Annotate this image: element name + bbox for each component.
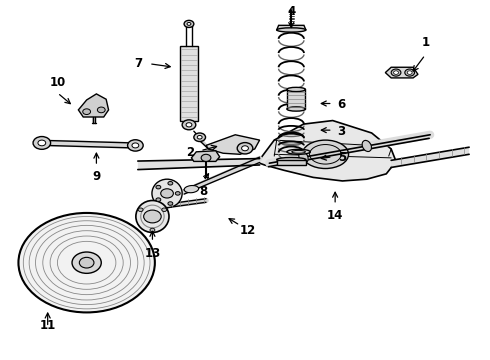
Circle shape bbox=[393, 71, 398, 75]
Polygon shape bbox=[391, 147, 469, 167]
Circle shape bbox=[407, 71, 412, 75]
Circle shape bbox=[194, 133, 205, 141]
Text: 11: 11 bbox=[40, 319, 56, 332]
Ellipse shape bbox=[362, 140, 371, 152]
Circle shape bbox=[161, 189, 173, 198]
Ellipse shape bbox=[287, 149, 310, 154]
Text: 8: 8 bbox=[199, 185, 208, 198]
Text: 7: 7 bbox=[135, 57, 143, 70]
Text: 4: 4 bbox=[287, 5, 295, 18]
Polygon shape bbox=[180, 46, 198, 121]
Circle shape bbox=[33, 136, 50, 149]
Text: 9: 9 bbox=[92, 170, 100, 183]
Polygon shape bbox=[192, 151, 220, 161]
Circle shape bbox=[19, 213, 155, 312]
Circle shape bbox=[242, 146, 248, 151]
Polygon shape bbox=[78, 94, 109, 117]
Circle shape bbox=[38, 140, 46, 146]
Text: 3: 3 bbox=[338, 125, 346, 138]
Ellipse shape bbox=[184, 185, 198, 193]
Ellipse shape bbox=[136, 201, 169, 233]
Circle shape bbox=[83, 109, 91, 114]
Ellipse shape bbox=[287, 87, 305, 91]
Circle shape bbox=[98, 107, 105, 113]
Circle shape bbox=[237, 143, 253, 154]
Circle shape bbox=[144, 210, 161, 223]
Circle shape bbox=[168, 181, 173, 185]
Polygon shape bbox=[277, 25, 306, 30]
Polygon shape bbox=[277, 159, 306, 165]
Polygon shape bbox=[255, 121, 396, 181]
Circle shape bbox=[132, 143, 139, 148]
Circle shape bbox=[405, 69, 415, 76]
Text: 12: 12 bbox=[240, 224, 256, 237]
Polygon shape bbox=[206, 135, 260, 154]
Circle shape bbox=[186, 123, 192, 127]
Circle shape bbox=[187, 22, 191, 25]
Circle shape bbox=[72, 252, 101, 273]
Circle shape bbox=[156, 198, 161, 202]
Polygon shape bbox=[385, 67, 418, 78]
Circle shape bbox=[138, 208, 143, 212]
Circle shape bbox=[127, 140, 143, 151]
Ellipse shape bbox=[292, 150, 305, 153]
Ellipse shape bbox=[152, 179, 182, 208]
Circle shape bbox=[184, 21, 194, 27]
Ellipse shape bbox=[299, 152, 308, 163]
Text: 5: 5 bbox=[338, 151, 346, 165]
Circle shape bbox=[150, 228, 155, 232]
Text: 1: 1 bbox=[421, 36, 429, 49]
Circle shape bbox=[162, 208, 167, 212]
Circle shape bbox=[168, 202, 173, 205]
Text: 6: 6 bbox=[338, 98, 346, 111]
Ellipse shape bbox=[302, 140, 348, 168]
Polygon shape bbox=[138, 158, 260, 170]
Polygon shape bbox=[287, 90, 305, 109]
Text: 2: 2 bbox=[186, 146, 194, 159]
Text: 13: 13 bbox=[144, 247, 161, 260]
Circle shape bbox=[175, 192, 180, 195]
Circle shape bbox=[197, 135, 202, 139]
Ellipse shape bbox=[287, 107, 305, 111]
Circle shape bbox=[391, 69, 401, 76]
Text: 10: 10 bbox=[49, 76, 66, 89]
Text: 14: 14 bbox=[327, 210, 343, 222]
Circle shape bbox=[182, 120, 196, 130]
Ellipse shape bbox=[277, 158, 306, 162]
Circle shape bbox=[201, 154, 211, 161]
Circle shape bbox=[156, 185, 161, 189]
Circle shape bbox=[79, 257, 94, 268]
Ellipse shape bbox=[277, 28, 306, 32]
